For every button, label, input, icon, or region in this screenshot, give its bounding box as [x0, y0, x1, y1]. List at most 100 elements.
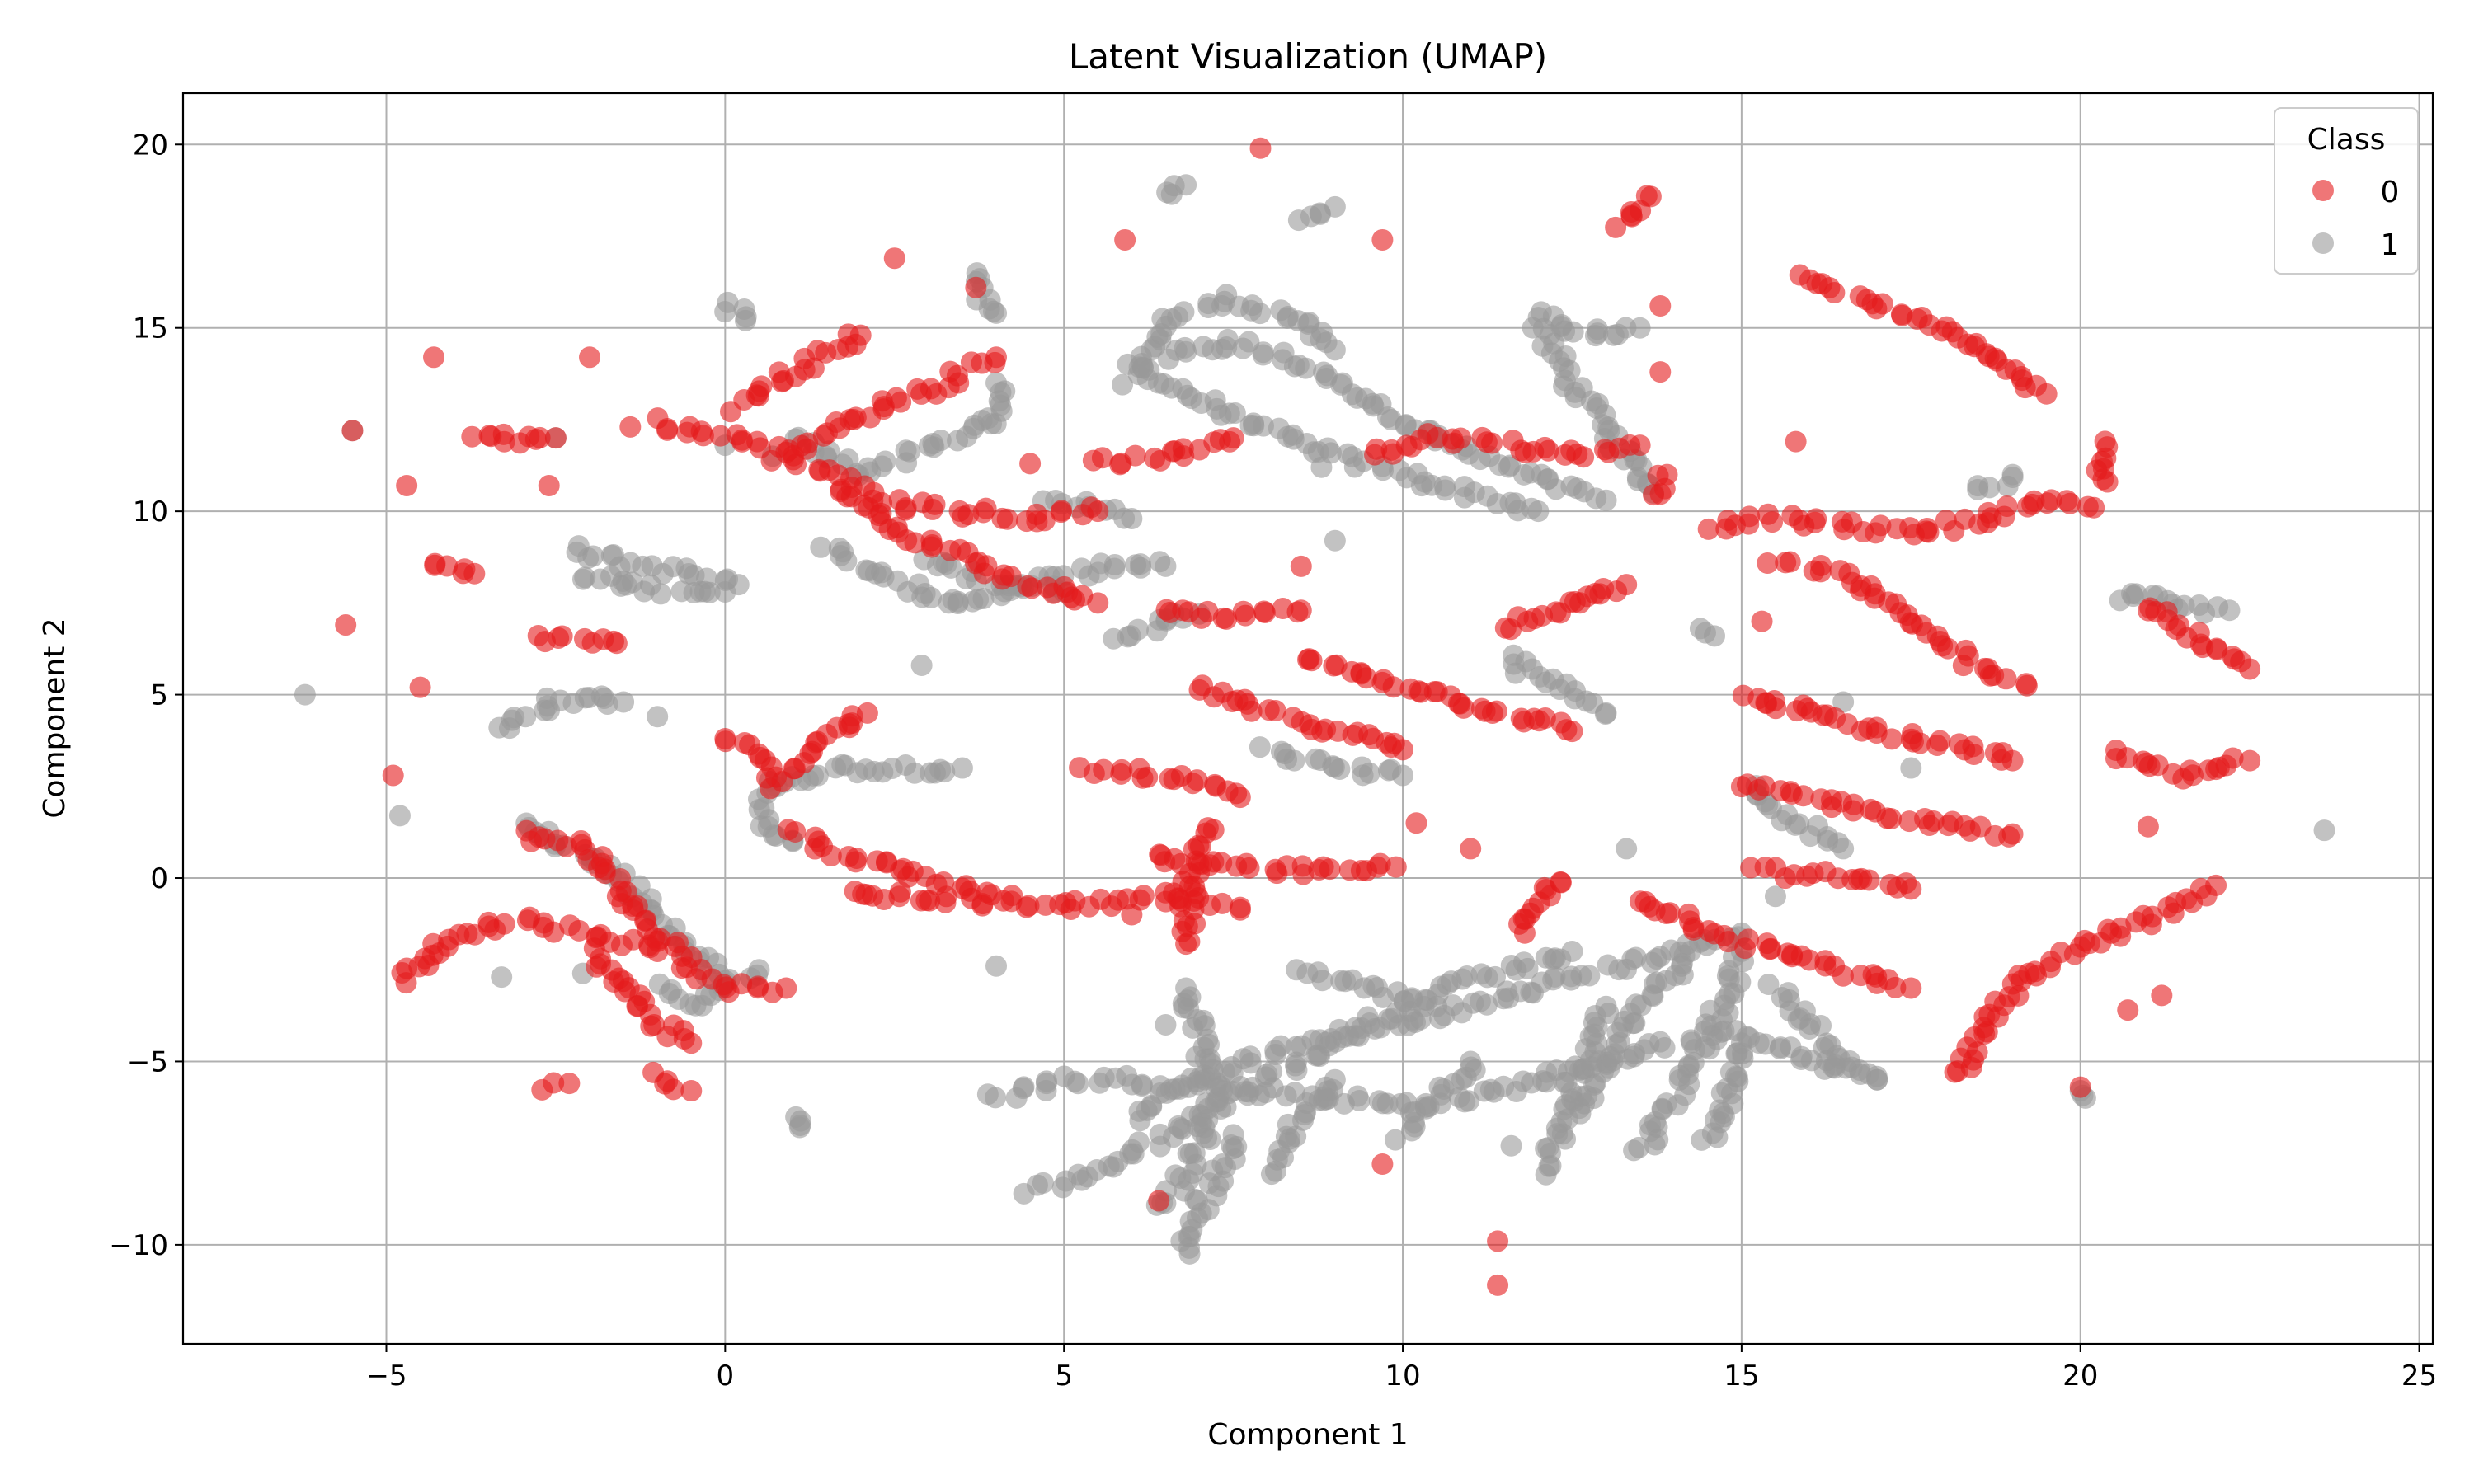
- data-point: [1500, 1134, 1522, 1157]
- data-point: [1809, 561, 1832, 583]
- data-point: [382, 764, 404, 787]
- y-tick-label: 20: [133, 129, 168, 162]
- data-point: [929, 430, 952, 452]
- data-point: [2116, 747, 2138, 769]
- data-point: [1064, 1070, 1086, 1092]
- data-point: [568, 919, 590, 942]
- data-point: [1544, 947, 1566, 970]
- data-point: [493, 913, 515, 935]
- data-point: [985, 1087, 1007, 1109]
- data-point: [461, 425, 483, 448]
- data-point: [1175, 933, 1197, 956]
- data-point: [1469, 990, 1491, 1012]
- y-tick-label: 0: [150, 862, 168, 895]
- data-point: [1504, 662, 1526, 684]
- data-point: [1295, 357, 1317, 379]
- data-point: [910, 654, 933, 676]
- data-point: [1324, 195, 1346, 218]
- data-point: [1881, 728, 1903, 750]
- data-point: [1371, 1153, 1394, 1176]
- data-point: [985, 372, 1008, 394]
- data-point: [680, 1032, 703, 1054]
- data-point: [1995, 668, 2017, 690]
- data-point: [1512, 463, 1535, 486]
- data-point: [1717, 509, 1739, 531]
- data-point: [1804, 511, 1826, 533]
- data-point: [1131, 1075, 1153, 1097]
- data-point: [895, 497, 917, 519]
- data-point: [1155, 881, 1177, 904]
- data-point: [1799, 825, 1822, 848]
- data-point: [1485, 700, 1507, 722]
- data-point: [1385, 856, 1407, 878]
- data-point: [538, 475, 560, 497]
- legend-title: Class: [2307, 123, 2386, 157]
- data-point: [714, 727, 736, 749]
- data-point: [1290, 599, 1312, 622]
- data-point: [1832, 965, 1854, 987]
- data-point: [999, 566, 1022, 588]
- data-point: [1587, 322, 1609, 345]
- data-point: [734, 732, 756, 754]
- data-point: [1290, 555, 1312, 577]
- data-point: [1537, 439, 1559, 462]
- data-point: [940, 556, 962, 579]
- data-point: [692, 425, 714, 447]
- data-point: [596, 693, 618, 715]
- data-point: [2001, 749, 2024, 772]
- data-point: [1093, 758, 1115, 781]
- data-point: [1434, 479, 1456, 501]
- data-point: [1963, 744, 1985, 766]
- data-point: [1222, 427, 1244, 449]
- x-tick-label: 20: [2062, 1360, 2098, 1392]
- y-axis-label: Component 2: [38, 618, 72, 818]
- legend-label-class-0: 0: [2381, 176, 2400, 209]
- data-point: [938, 592, 960, 614]
- data-point: [1126, 618, 1149, 641]
- data-point: [1842, 793, 1865, 815]
- data-point: [731, 973, 753, 995]
- data-point: [1155, 1013, 1177, 1036]
- data-point: [409, 676, 431, 698]
- data-point: [1900, 977, 1922, 999]
- data-point: [1697, 518, 1719, 540]
- data-point: [1884, 976, 1907, 998]
- data-point: [1229, 787, 1251, 809]
- data-point: [1032, 1172, 1054, 1194]
- data-point: [1285, 1051, 1307, 1073]
- data-point: [294, 683, 316, 706]
- data-point: [2222, 747, 2244, 769]
- data-point: [2073, 929, 2095, 951]
- data-point: [1858, 869, 1880, 891]
- data-point: [388, 805, 411, 827]
- data-point: [640, 1015, 662, 1037]
- data-point: [1779, 551, 1801, 573]
- data-point: [797, 432, 819, 454]
- data-point: [1348, 1089, 1371, 1111]
- data-point: [2069, 1076, 2091, 1098]
- data-point: [1015, 896, 1037, 918]
- x-tick-label: 5: [1055, 1360, 1073, 1392]
- data-point: [1798, 1018, 1820, 1040]
- data-point: [985, 302, 1008, 324]
- data-point: [844, 851, 867, 873]
- data-point: [1513, 922, 1536, 944]
- data-point: [835, 550, 858, 572]
- data-point: [854, 758, 877, 781]
- data-point: [1426, 995, 1448, 1017]
- data-point: [1417, 423, 1439, 445]
- data-point: [2141, 905, 2163, 928]
- data-point: [1823, 282, 1846, 304]
- data-point: [1848, 1059, 1870, 1081]
- data-point: [1757, 503, 1779, 525]
- y-axis-ticks: −10 −5 0 5 10 15 20: [109, 129, 183, 1262]
- data-point: [2117, 999, 2139, 1021]
- data-point: [1357, 1006, 1379, 1028]
- data-point: [1730, 1032, 1752, 1054]
- data-point: [1216, 608, 1238, 630]
- data-point: [1405, 812, 1427, 834]
- data-point: [463, 562, 486, 585]
- data-point: [423, 346, 445, 369]
- data-point: [1561, 721, 1583, 743]
